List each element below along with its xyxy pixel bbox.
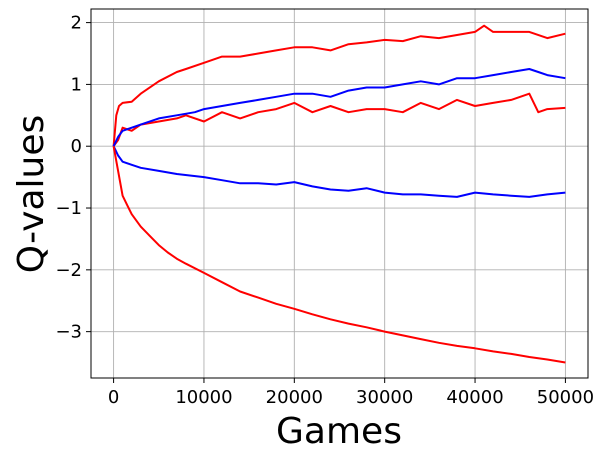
y-tick-label: −1: [55, 198, 82, 219]
grid: [91, 9, 588, 378]
y-axis-label: Q-values: [11, 115, 52, 273]
y-tick-label: 1: [71, 74, 82, 95]
y-tick-label: −2: [55, 260, 82, 281]
series-layer: [112, 24, 566, 364]
x-tick-label: 0: [108, 387, 119, 408]
series-line-4: [112, 145, 566, 198]
series-line-5: [112, 146, 566, 364]
x-tick-label: 10000: [175, 387, 232, 408]
plot-frame: [90, 8, 589, 379]
y-tick-label: 0: [71, 136, 82, 157]
series-line-1: [112, 24, 566, 147]
series-line-2: [112, 92, 566, 147]
y-tick-label: 2: [71, 13, 82, 34]
x-tick-label: 40000: [446, 387, 503, 408]
x-tick-label: 20000: [266, 387, 323, 408]
x-tick-label: 30000: [356, 387, 413, 408]
y-tick-label: −3: [55, 322, 82, 343]
x-axis-label: Games: [276, 411, 402, 452]
x-tick-label: 50000: [537, 387, 594, 408]
series-line-3: [112, 68, 566, 147]
axis-ticks: 0 10000 20000 30000 40000 50000 −3 −2 −1 0 1 2: [55, 13, 594, 408]
